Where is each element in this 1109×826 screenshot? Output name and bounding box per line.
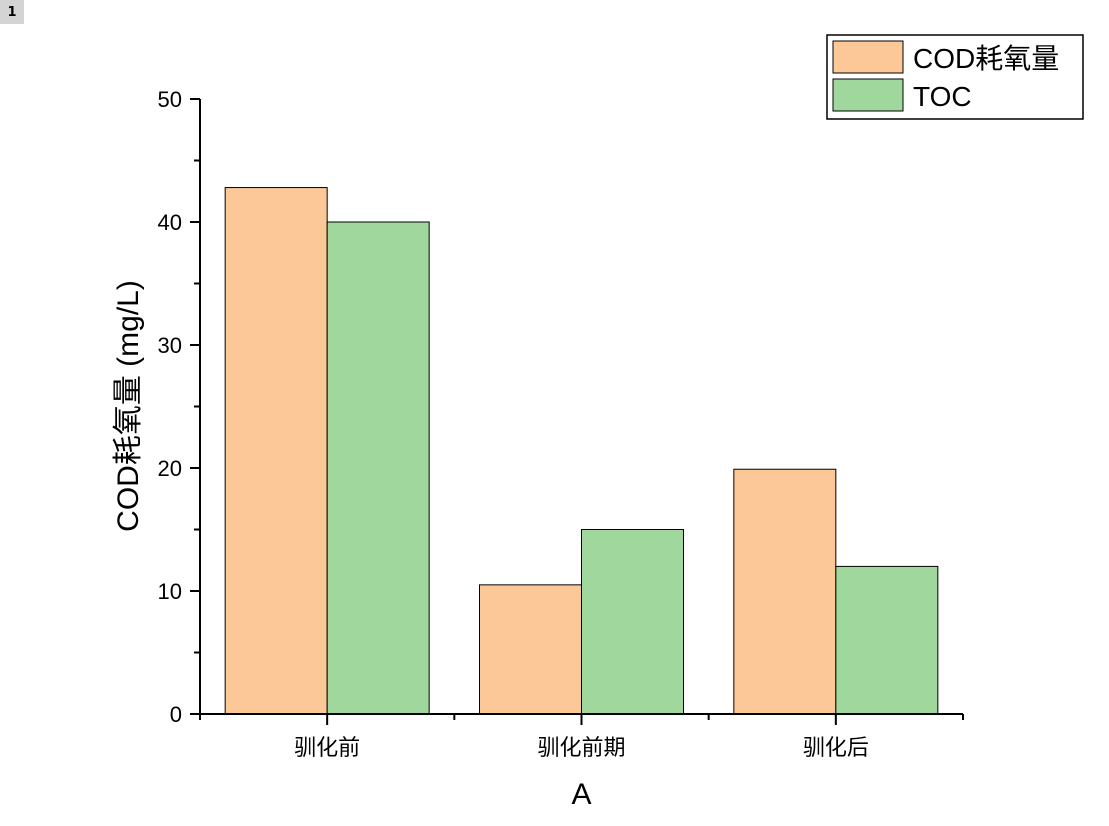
x-category-label: 驯化前期	[537, 736, 625, 761]
bar-cod-0	[224, 187, 328, 715]
x-category-label: 驯化前	[294, 736, 360, 761]
y-tick-label: 30	[158, 333, 182, 358]
y-tick-label: 0	[170, 702, 182, 727]
y-tick-label: 50	[158, 87, 182, 112]
page-number-badge: 1	[0, 0, 24, 24]
legend-label-cod: COD耗氧量	[913, 43, 1059, 74]
bar-toc-2	[835, 565, 939, 715]
bar-cod-1	[479, 584, 582, 715]
bar-cod-2	[733, 468, 837, 715]
legend-swatch-toc	[832, 78, 904, 112]
axes-layer: 0 10 20 30 40 50 驯化前 驯化前期 驯化后 A COD耗氧量 (mg/L)	[112, 87, 964, 811]
bars-layer	[224, 187, 939, 715]
y-tick-label: 10	[158, 579, 182, 604]
y-axis-title: COD耗氧量 (mg/L)	[112, 280, 145, 532]
legend-label-toc: TOC	[913, 81, 972, 112]
x-axis-title: A	[571, 778, 591, 811]
bar-toc-1	[581, 529, 684, 715]
y-tick-label: 40	[158, 210, 182, 235]
bar-toc-0	[326, 221, 430, 715]
x-category-label: 驯化后	[803, 736, 869, 761]
y-tick-label: 20	[158, 456, 182, 481]
legend-swatch-cod	[832, 40, 904, 74]
legend: COD耗氧量 TOC	[826, 34, 1084, 120]
